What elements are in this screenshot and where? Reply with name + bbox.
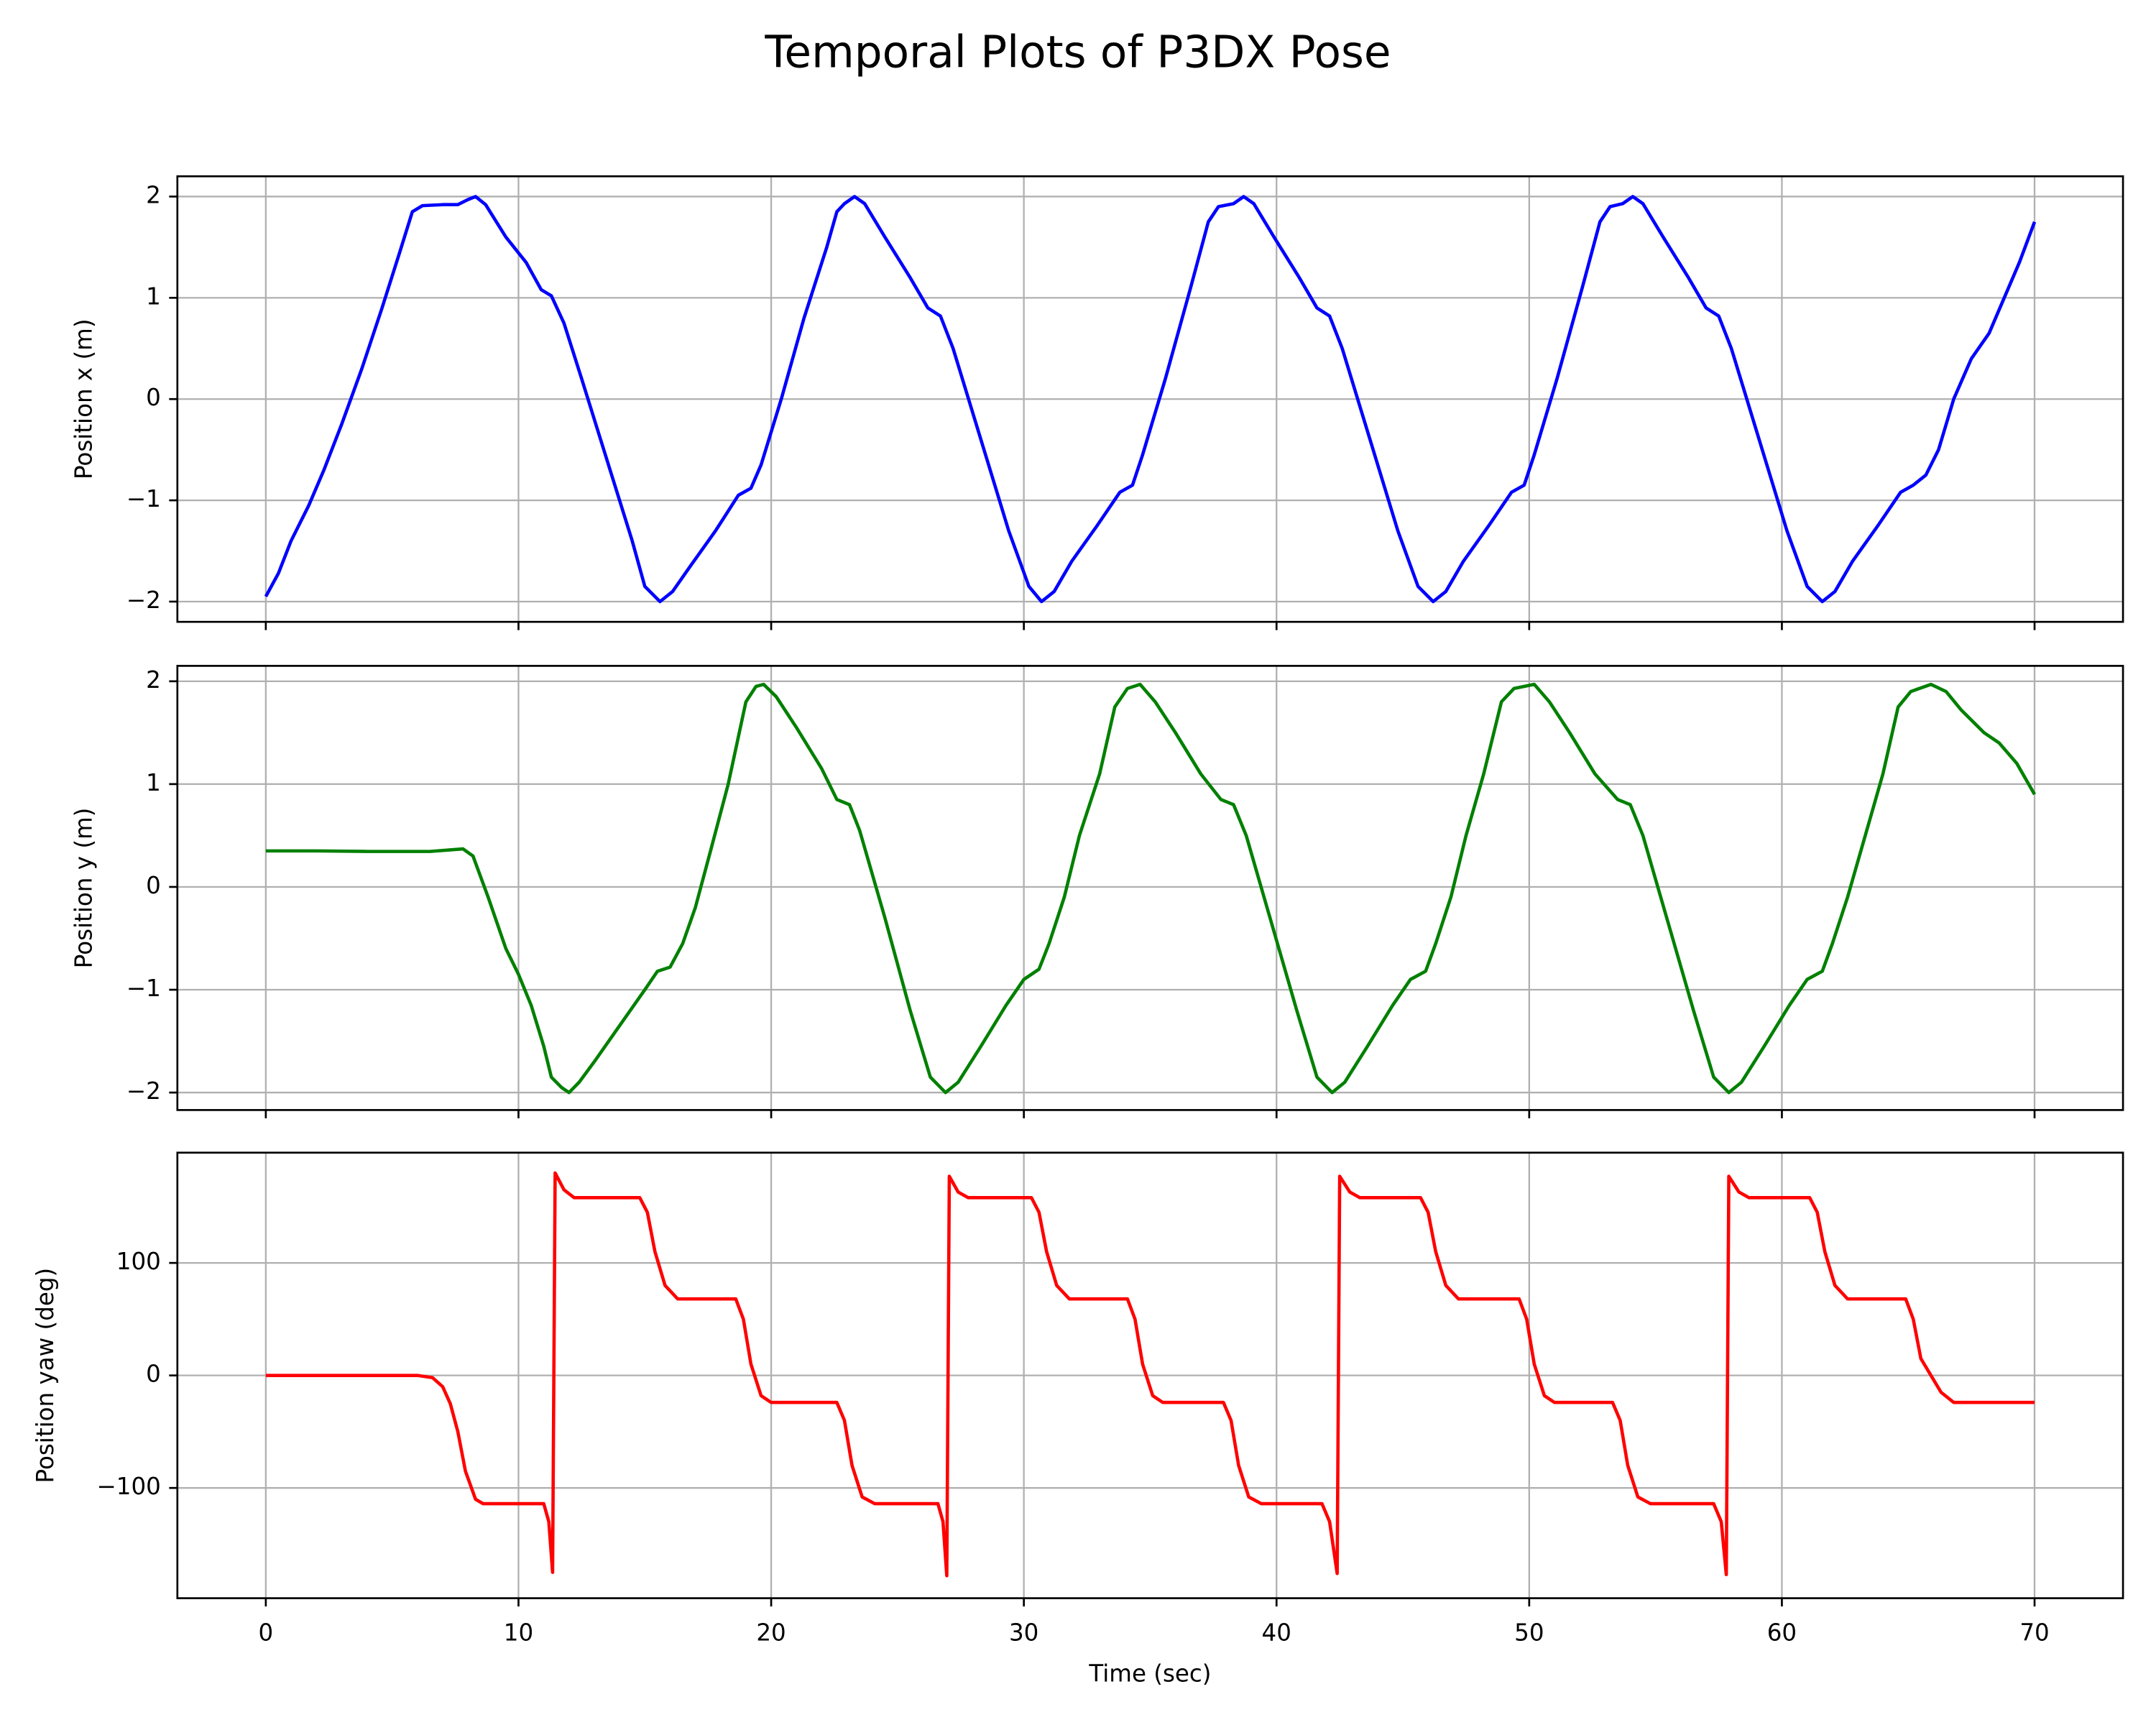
y-tick-label: 0 [146,872,161,899]
y-axis-label: Position yaw (deg) [32,1268,59,1484]
y-axis-label: Position x (m) [70,318,98,479]
axes-frame [176,175,2124,623]
x-tick-label: 20 [756,1619,786,1646]
y-tick-label: −2 [126,586,161,614]
axes-frame [176,1151,2124,1599]
y-tick-label: 100 [116,1248,161,1275]
x-tick-label: 0 [259,1619,274,1646]
y-tick-label: 0 [146,1361,161,1388]
y-tick-label: −2 [126,1077,161,1105]
y-tick-label: −100 [97,1473,161,1500]
axes-frame [176,665,2124,1111]
y-tick-label: 1 [146,769,161,796]
x-tick-label: 10 [504,1619,533,1646]
data-line [265,1171,2035,1578]
y-tick-label: −1 [126,485,161,512]
data-line [265,682,2037,1095]
y-tick-label: −1 [126,975,161,1002]
y-tick-label: 2 [146,181,161,208]
figure-title: Temporal Plots of P3DX Pose [764,27,1391,78]
x-tick-label: 40 [1262,1619,1291,1646]
x-tick-label: 60 [1767,1619,1797,1646]
x-tick-label: 30 [1009,1619,1038,1646]
y-tick-label: 1 [146,282,161,310]
x-axis-label: Time (sec) [1088,1660,1211,1688]
data-line [264,195,2037,604]
x-tick-label: 70 [2019,1619,2049,1646]
y-tick-label: 2 [146,666,161,694]
y-tick-label: 0 [146,384,161,411]
y-axis-label: Position y (m) [70,808,98,969]
x-tick-label: 50 [1514,1619,1544,1646]
